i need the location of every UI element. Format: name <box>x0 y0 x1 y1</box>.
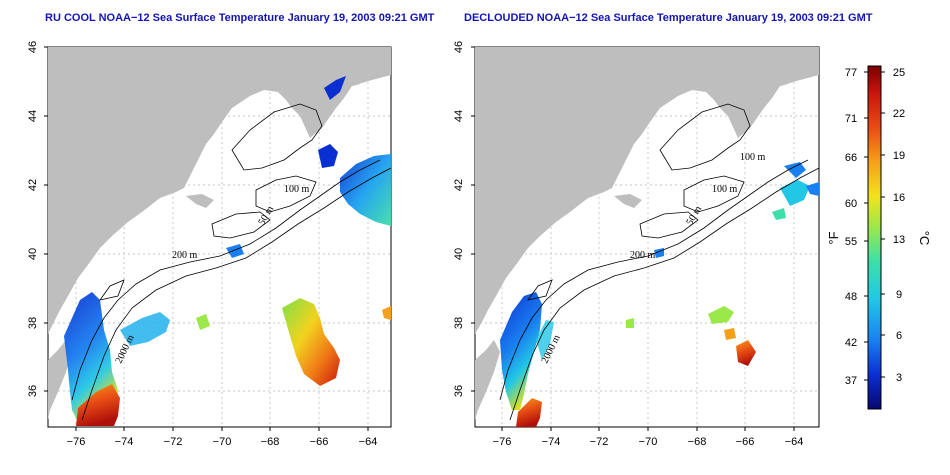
left-y-tick: 38 <box>27 317 39 329</box>
colorbar-fahrenheit-label: °F <box>826 231 841 244</box>
left-land-cape <box>186 194 214 208</box>
colorbar-c-tick: 16 <box>893 192 905 204</box>
left-y-tick: 46 <box>27 41 39 53</box>
right-island <box>758 72 788 90</box>
right-sst-shelf <box>536 320 554 360</box>
colorbar-c-tick: 13 <box>893 234 905 246</box>
right-y-tick: 40 <box>453 248 465 260</box>
left-label-200m: 200 m <box>172 250 198 261</box>
left-sst-spot <box>196 314 210 330</box>
right-panel-title: DECLOUDED NOAA−12 Sea Surface Temperatur… <box>464 12 873 24</box>
right-y-tick: 42 <box>453 179 465 191</box>
left-sst-ne <box>340 154 391 226</box>
left-x-tick: −76 <box>67 436 86 448</box>
left-sst-spot2 <box>226 244 244 258</box>
right-label-100m: 100 m <box>740 152 766 163</box>
left-map-panel: RU COOL NOAA−12 Sea Surface Temperature … <box>27 12 435 448</box>
right-label-100m-b: 100 m <box>712 184 738 195</box>
left-x-tick: −74 <box>115 436 134 448</box>
left-x-tick: −66 <box>310 436 329 448</box>
right-sst-warm2 <box>736 340 756 366</box>
right-y-tick: 44 <box>453 110 465 122</box>
right-x-tick: −70 <box>639 436 658 448</box>
left-y-tick: 36 <box>27 385 39 397</box>
temperature-colorbar: 77 71 66 60 55 48 42 37 25 22 19 16 13 9… <box>826 65 932 410</box>
left-sst-north <box>324 76 346 100</box>
colorbar-f-tick: 48 <box>845 291 857 303</box>
colorbar-f-tick: 42 <box>845 337 857 349</box>
left-land <box>48 47 391 334</box>
left-x-tick: −72 <box>164 436 183 448</box>
left-x-tick: −70 <box>213 436 232 448</box>
left-label-100m: 100 m <box>284 184 310 195</box>
left-x-axis: −76 −74 −72 −70 −68 −66 −64 <box>67 427 378 448</box>
colorbar-c-ticks <box>881 71 885 378</box>
left-sst-gulf <box>76 384 120 426</box>
right-contours <box>499 103 820 421</box>
colorbar-c-tick: 22 <box>893 108 905 120</box>
left-y-tick: 40 <box>27 248 39 260</box>
right-sst-warm3 <box>724 328 736 340</box>
right-map-panel: DECLOUDED NOAA−12 Sea Surface Temperatur… <box>453 12 873 448</box>
left-panel-title: RU COOL NOAA−12 Sea Surface Temperature … <box>45 12 435 24</box>
right-sst-spot <box>626 318 634 328</box>
right-sst-ne2 <box>780 180 810 206</box>
right-x-tick: −66 <box>736 436 755 448</box>
left-land-south <box>48 340 72 420</box>
right-land <box>475 47 819 334</box>
left-y-tick: 44 <box>27 110 39 122</box>
left-y-axis: 36 38 40 42 44 46 <box>27 41 48 397</box>
left-sst-midshelf <box>120 312 170 346</box>
colorbar-gradient <box>867 65 882 410</box>
right-y-tick: 38 <box>453 317 465 329</box>
left-x-tick: −68 <box>261 436 280 448</box>
right-sst-gulf <box>516 398 542 427</box>
colorbar-c-tick: 6 <box>896 330 902 342</box>
left-sst-spot3 <box>382 306 391 320</box>
right-sst-ne4 <box>806 182 819 196</box>
right-x-tick: −64 <box>785 436 804 448</box>
colorbar-f-tick: 37 <box>845 375 857 387</box>
right-y-tick: 36 <box>453 385 465 397</box>
right-y-axis: 36 38 40 42 44 46 <box>453 41 475 397</box>
right-x-tick: −68 <box>688 436 707 448</box>
colorbar-c-tick: 9 <box>896 289 902 301</box>
right-x-tick: −74 <box>542 436 561 448</box>
right-x-axis: −76 −74 −72 −70 −68 −66 −64 <box>493 427 804 448</box>
colorbar-celsius-label: °C <box>917 231 932 246</box>
left-y-tick: 42 <box>27 179 39 191</box>
colorbar-f-tick: 60 <box>845 198 857 210</box>
right-sst-ne3 <box>772 208 786 220</box>
colorbar-f-tick: 77 <box>845 67 857 79</box>
right-x-tick: −76 <box>493 436 512 448</box>
colorbar-c-tick: 19 <box>893 150 905 162</box>
right-sst-ne <box>784 162 806 178</box>
left-sst-nebay <box>318 144 338 168</box>
right-sst-coastal <box>500 292 542 410</box>
colorbar-f-tick: 66 <box>845 152 857 164</box>
colorbar-f-ticks <box>864 71 868 381</box>
left-x-tick: −64 <box>359 436 378 448</box>
colorbar-f-tick: 55 <box>845 236 857 248</box>
right-y-tick: 46 <box>453 41 465 53</box>
colorbar-f-tick: 71 <box>845 113 857 125</box>
right-land-south <box>475 340 500 420</box>
left-contours <box>71 103 392 421</box>
right-x-tick: −72 <box>590 436 609 448</box>
colorbar-c-tick: 25 <box>893 67 905 79</box>
right-sst-warm1 <box>708 306 734 324</box>
right-land-cape <box>614 194 642 208</box>
colorbar-c-tick: 3 <box>896 372 902 384</box>
right-label-200m: 200 m <box>630 250 656 261</box>
left-sst-warm <box>282 298 340 386</box>
